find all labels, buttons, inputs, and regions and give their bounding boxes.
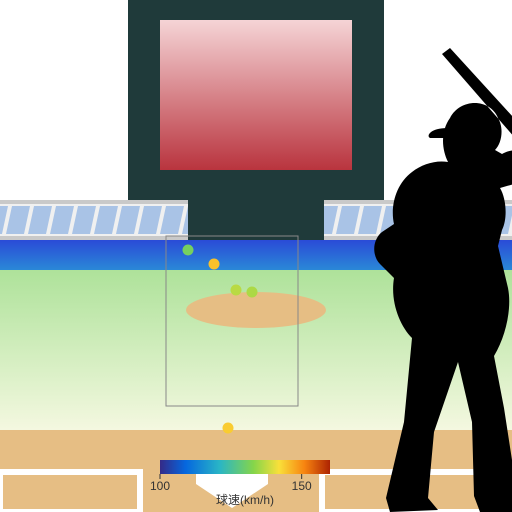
legend-tick-label: 100: [150, 479, 170, 493]
legend-label: 球速(km/h): [216, 493, 274, 507]
pitch-marker: [223, 423, 234, 434]
pitch-marker: [231, 285, 242, 296]
pitch-marker: [247, 287, 258, 298]
scoreboard-base: [188, 200, 324, 240]
pitchers-mound: [186, 292, 326, 328]
legend-bar: [160, 460, 330, 474]
pitch-chart: 100 150 球速(km/h): [0, 0, 512, 512]
scoreboard-screen: [160, 20, 352, 170]
pitch-marker: [183, 245, 194, 256]
legend-tick-label: 150: [292, 479, 312, 493]
pitch-marker: [209, 259, 220, 270]
